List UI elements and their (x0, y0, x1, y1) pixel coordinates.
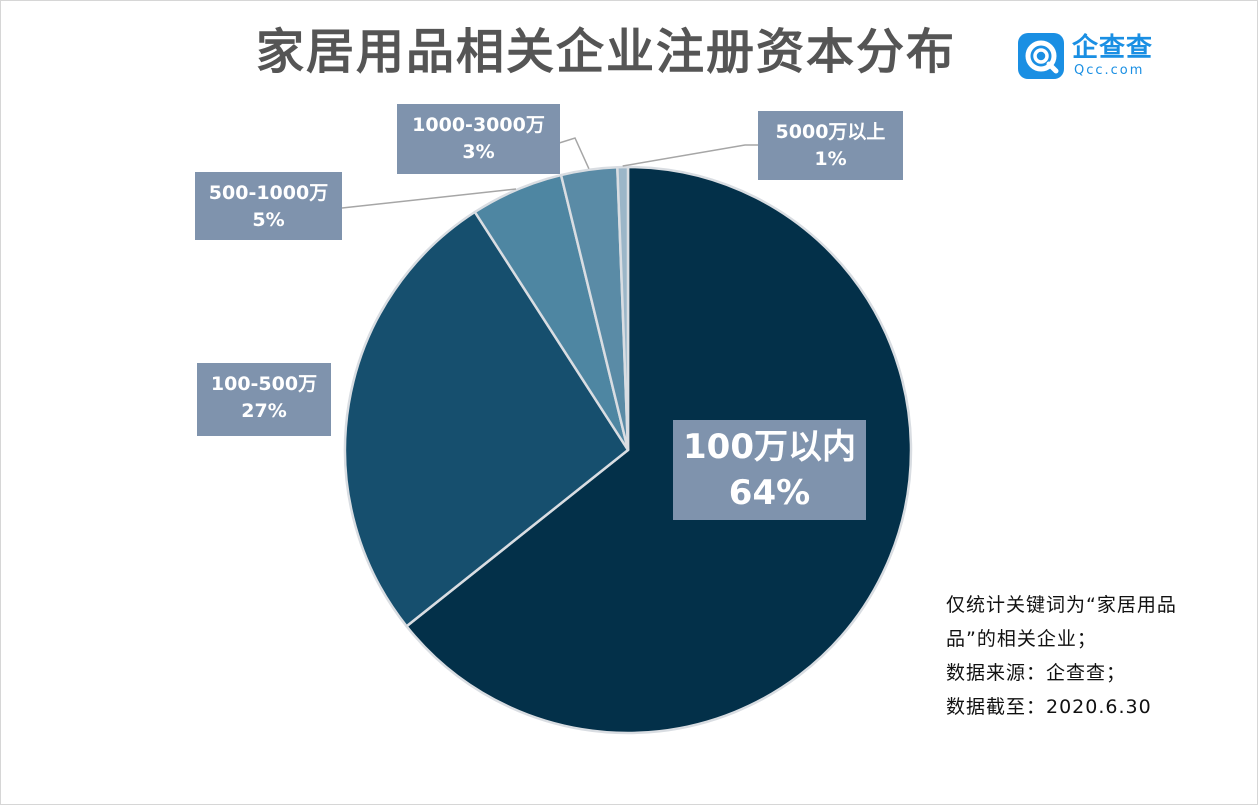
chart-notes: 仅统计关键词为“家居用品 品”的相关企业； 数据来源：企查查； 数据截至：202… (946, 588, 1196, 724)
note-line: 仅统计关键词为“家居用品 (946, 594, 1177, 616)
chart-title: 家居用品相关企业注册资本分布 (256, 24, 957, 80)
slice-label-box (673, 420, 866, 520)
leader-line (555, 137, 590, 170)
slice-percent-label: 1% (814, 148, 846, 170)
leader-line (622, 144, 758, 167)
slice-percent-label: 27% (241, 400, 286, 422)
slice-label-box (195, 172, 342, 240)
slice-label-box (758, 111, 903, 180)
pie-slice (343, 210, 630, 628)
leader-line (341, 188, 517, 209)
slice-percent-label: 3% (462, 141, 494, 163)
slice-label-box (397, 104, 560, 174)
slice-label-box (197, 363, 331, 436)
slice-label: 5000万以上 (776, 121, 886, 143)
slice-percent-label: 5% (252, 209, 284, 231)
slice-label: 500-1000万 (209, 182, 328, 204)
qcc-logo-icon (1018, 33, 1064, 79)
slice-percent-label: 64% (729, 473, 810, 513)
note-line: 品”的相关企业； (946, 628, 1097, 650)
logo-name-en: Qcc.com (1074, 63, 1145, 78)
slice-label: 100-500万 (211, 373, 317, 395)
logo-name-cn: 企查查 (1072, 33, 1154, 63)
slice-label: 1000-3000万 (412, 114, 545, 136)
slice-label: 100万以内 (683, 427, 856, 467)
note-line: 数据截至：2020.6.30 (946, 696, 1152, 718)
qcc-logo: 企查查 Qcc.com (1018, 33, 1168, 83)
pie-slice (405, 165, 913, 735)
pie-slice (616, 165, 630, 452)
note-line: 数据来源：企查查； (946, 662, 1127, 684)
